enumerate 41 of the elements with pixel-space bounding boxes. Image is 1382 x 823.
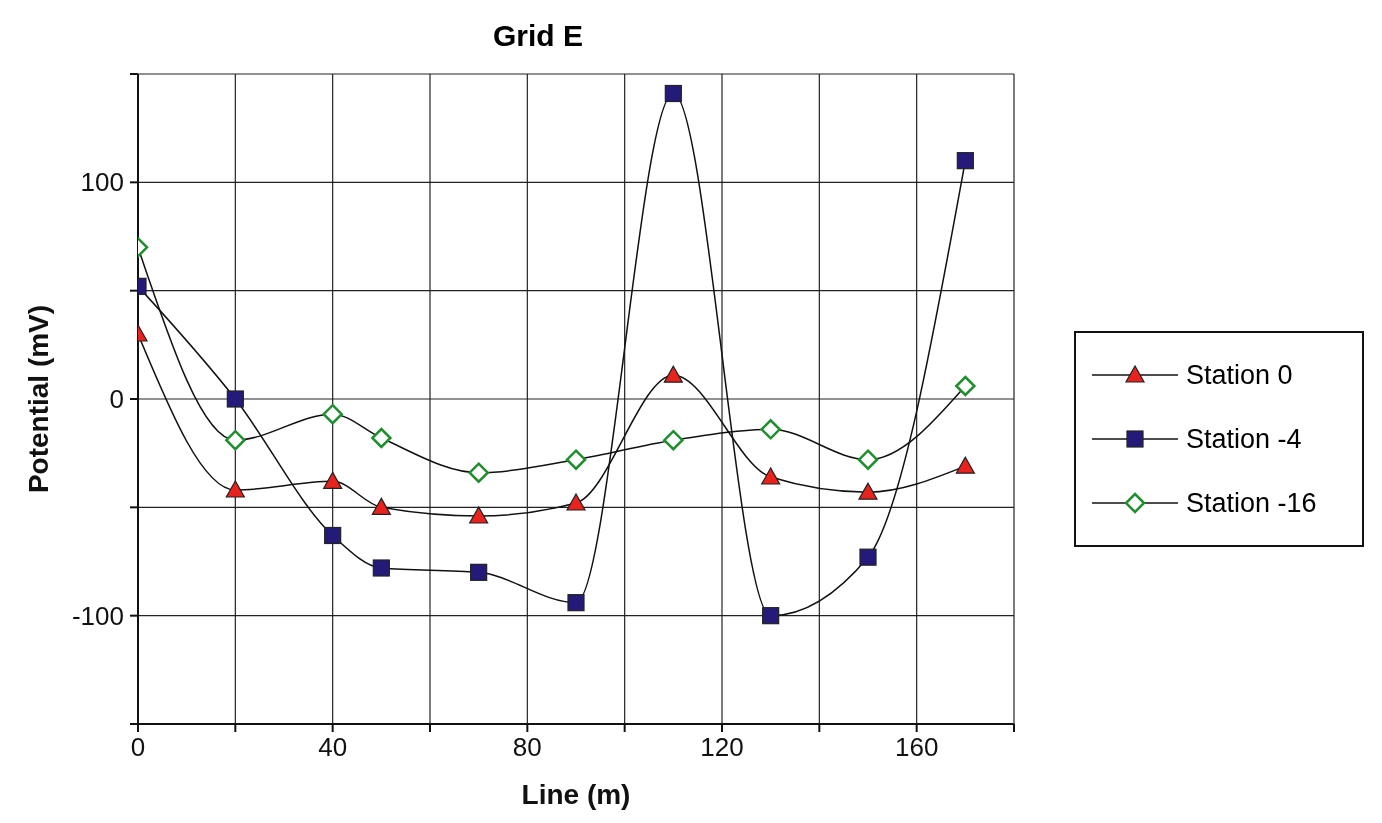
x-tick-label: 160 — [894, 732, 939, 762]
point — [857, 449, 879, 470]
x-tick-label: 120 — [700, 732, 744, 762]
point — [468, 462, 489, 483]
legend-label: Station -16 — [1186, 487, 1317, 519]
point — [567, 594, 585, 612]
point — [324, 526, 342, 545]
x-tick-label: 40 — [318, 732, 348, 762]
point — [469, 506, 489, 524]
point — [663, 429, 684, 451]
point — [955, 375, 976, 397]
point — [858, 482, 878, 500]
point — [663, 365, 683, 383]
chart-title: Grid E — [492, 18, 584, 54]
y-tick-label: -100 — [71, 600, 124, 631]
point — [470, 563, 488, 581]
point — [372, 559, 390, 577]
point — [225, 429, 246, 451]
point — [565, 449, 587, 470]
point — [566, 493, 586, 511]
point — [322, 403, 343, 425]
point — [371, 497, 391, 515]
legend-label: Station 0 — [1186, 359, 1293, 391]
point — [956, 152, 974, 170]
point — [226, 390, 244, 408]
point — [323, 471, 343, 489]
legend-label: Station -4 — [1186, 423, 1302, 455]
y-tick-label: 0 — [109, 384, 124, 414]
point — [760, 419, 781, 440]
y-axis-title: Potential (mV) — [22, 304, 54, 494]
x-axis-title: Line (m) — [521, 779, 631, 810]
point — [225, 480, 245, 498]
y-tick-label: 100 — [80, 167, 124, 198]
point — [371, 427, 392, 449]
point — [761, 467, 781, 485]
point — [859, 548, 877, 566]
x-tick-label: 0 — [130, 732, 146, 762]
point — [762, 607, 780, 625]
point — [664, 84, 682, 103]
point — [955, 456, 975, 474]
x-tick-label: 80 — [512, 732, 542, 762]
